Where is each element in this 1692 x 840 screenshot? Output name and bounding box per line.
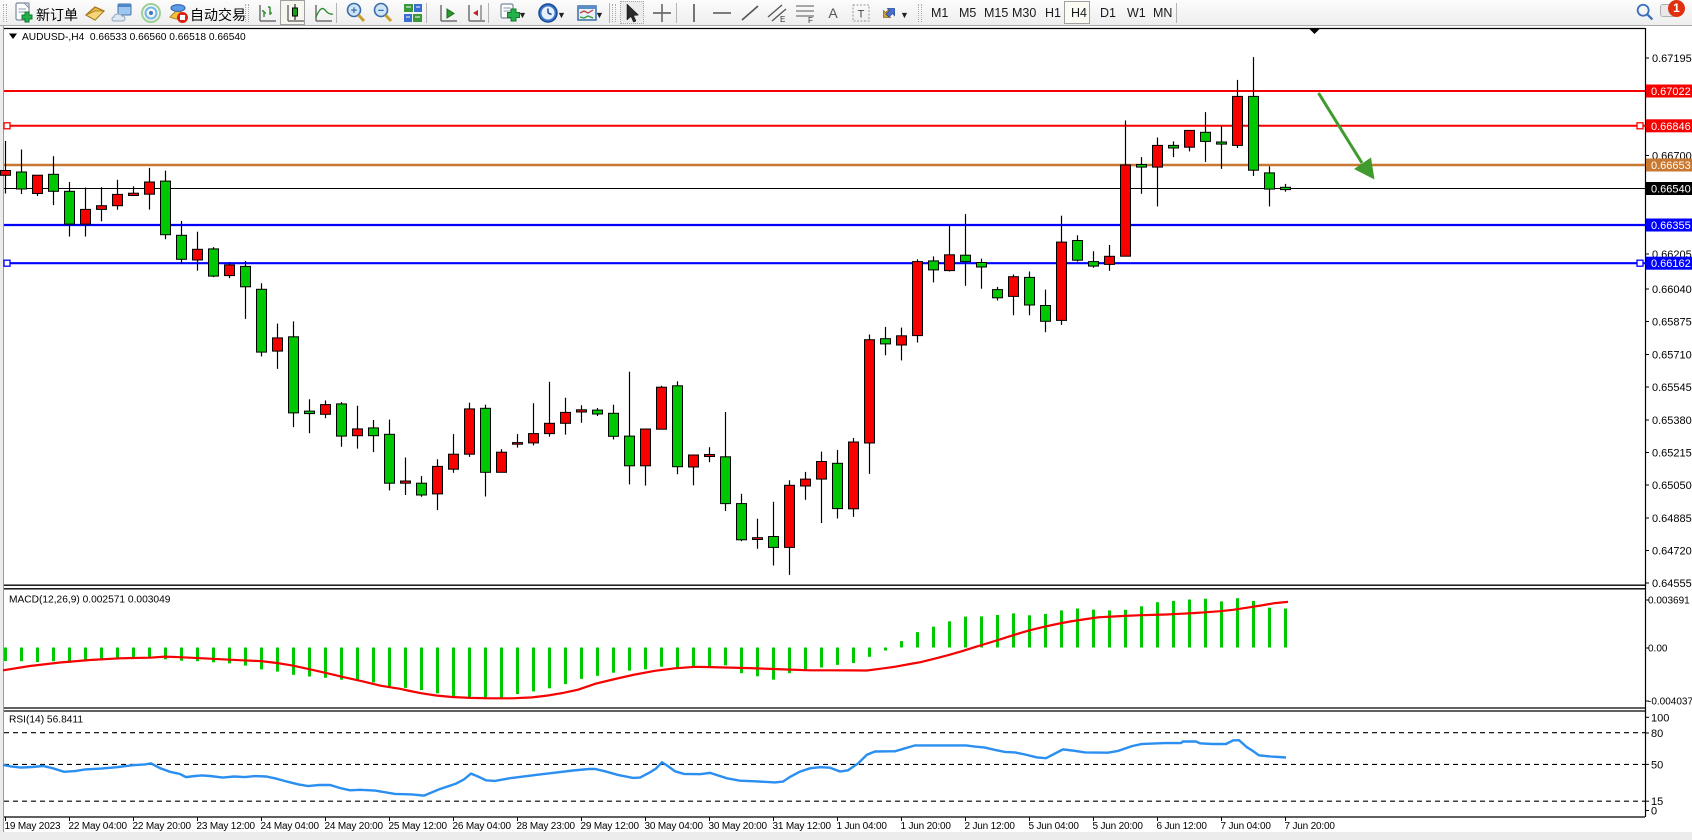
svg-text:A: A xyxy=(828,5,838,21)
svg-text:0.66355: 0.66355 xyxy=(1651,220,1691,232)
svg-text:-0.004037: -0.004037 xyxy=(1648,697,1692,708)
svg-text:0.00: 0.00 xyxy=(1648,644,1668,655)
svg-text:+: + xyxy=(351,5,357,17)
svg-text:28 May 23:00: 28 May 23:00 xyxy=(517,821,576,832)
svg-text:0.67195: 0.67195 xyxy=(1652,53,1692,65)
svg-text:0.64885: 0.64885 xyxy=(1652,513,1692,525)
svg-text:0.67022: 0.67022 xyxy=(1651,86,1691,98)
svg-text:T: T xyxy=(858,9,865,21)
svg-text:24 May 20:00: 24 May 20:00 xyxy=(325,821,384,832)
svg-text:2 Jun 12:00: 2 Jun 12:00 xyxy=(965,821,1016,832)
svg-text:5 Jun 20:00: 5 Jun 20:00 xyxy=(1093,821,1144,832)
svg-text:5 Jun 04:00: 5 Jun 04:00 xyxy=(1029,821,1080,832)
svg-text:15: 15 xyxy=(1651,796,1663,808)
svg-text:0.65380: 0.65380 xyxy=(1652,415,1692,427)
svg-text:E: E xyxy=(780,15,785,24)
svg-text:RSI(14) 56.8411: RSI(14) 56.8411 xyxy=(9,715,83,726)
svg-text:7 Jun 04:00: 7 Jun 04:00 xyxy=(1221,821,1272,832)
svg-text:24 May 04:00: 24 May 04:00 xyxy=(261,821,320,832)
svg-text:100: 100 xyxy=(1651,712,1669,724)
svg-text:0.65215: 0.65215 xyxy=(1652,448,1692,460)
svg-text:6 Jun 12:00: 6 Jun 12:00 xyxy=(1157,821,1208,832)
svg-text:F: F xyxy=(808,16,813,25)
svg-text:30 May 04:00: 30 May 04:00 xyxy=(645,821,704,832)
svg-text:31 May 12:00: 31 May 12:00 xyxy=(773,821,832,832)
svg-text:0.66653: 0.66653 xyxy=(1651,160,1691,172)
svg-text:0.65875: 0.65875 xyxy=(1652,317,1692,329)
svg-text:25 May 12:00: 25 May 12:00 xyxy=(389,821,448,832)
svg-text:0.66846: 0.66846 xyxy=(1651,121,1691,133)
svg-text:−: − xyxy=(378,5,384,17)
svg-text:0.64555: 0.64555 xyxy=(1652,578,1692,590)
svg-text:0.66540: 0.66540 xyxy=(1651,184,1691,196)
svg-text:19 May 2023: 19 May 2023 xyxy=(5,821,61,832)
svg-text:30 May 20:00: 30 May 20:00 xyxy=(709,821,768,832)
svg-text:0: 0 xyxy=(1651,806,1657,818)
svg-text:7 Jun 20:00: 7 Jun 20:00 xyxy=(1285,821,1336,832)
svg-text:22 May 20:00: 22 May 20:00 xyxy=(133,821,192,832)
svg-text:0.66040: 0.66040 xyxy=(1652,284,1692,296)
svg-text:0.65710: 0.65710 xyxy=(1652,350,1692,362)
svg-text:0.65545: 0.65545 xyxy=(1652,382,1692,394)
svg-text:22 May 04:00: 22 May 04:00 xyxy=(69,821,128,832)
svg-text:50: 50 xyxy=(1651,759,1663,771)
svg-text:0.66162: 0.66162 xyxy=(1651,258,1691,270)
svg-text:26 May 04:00: 26 May 04:00 xyxy=(453,821,512,832)
svg-text:0.003691: 0.003691 xyxy=(1648,596,1690,607)
svg-text:MACD(12,26,9) 0.002571 0.00304: MACD(12,26,9) 0.002571 0.003049 xyxy=(9,595,171,606)
svg-text:29 May 12:00: 29 May 12:00 xyxy=(581,821,640,832)
svg-text:1 Jun 04:00: 1 Jun 04:00 xyxy=(837,821,888,832)
svg-text:23 May 12:00: 23 May 12:00 xyxy=(197,821,256,832)
svg-text:0.65050: 0.65050 xyxy=(1652,480,1692,492)
svg-text:80: 80 xyxy=(1651,728,1663,740)
svg-text:1 Jun 20:00: 1 Jun 20:00 xyxy=(901,821,952,832)
svg-text:0.64720: 0.64720 xyxy=(1652,546,1692,558)
svg-text:AUDUSD-,H4 0.66533 0.66560 0.: AUDUSD-,H4 0.66533 0.66560 0.66518 0.665… xyxy=(22,32,246,43)
